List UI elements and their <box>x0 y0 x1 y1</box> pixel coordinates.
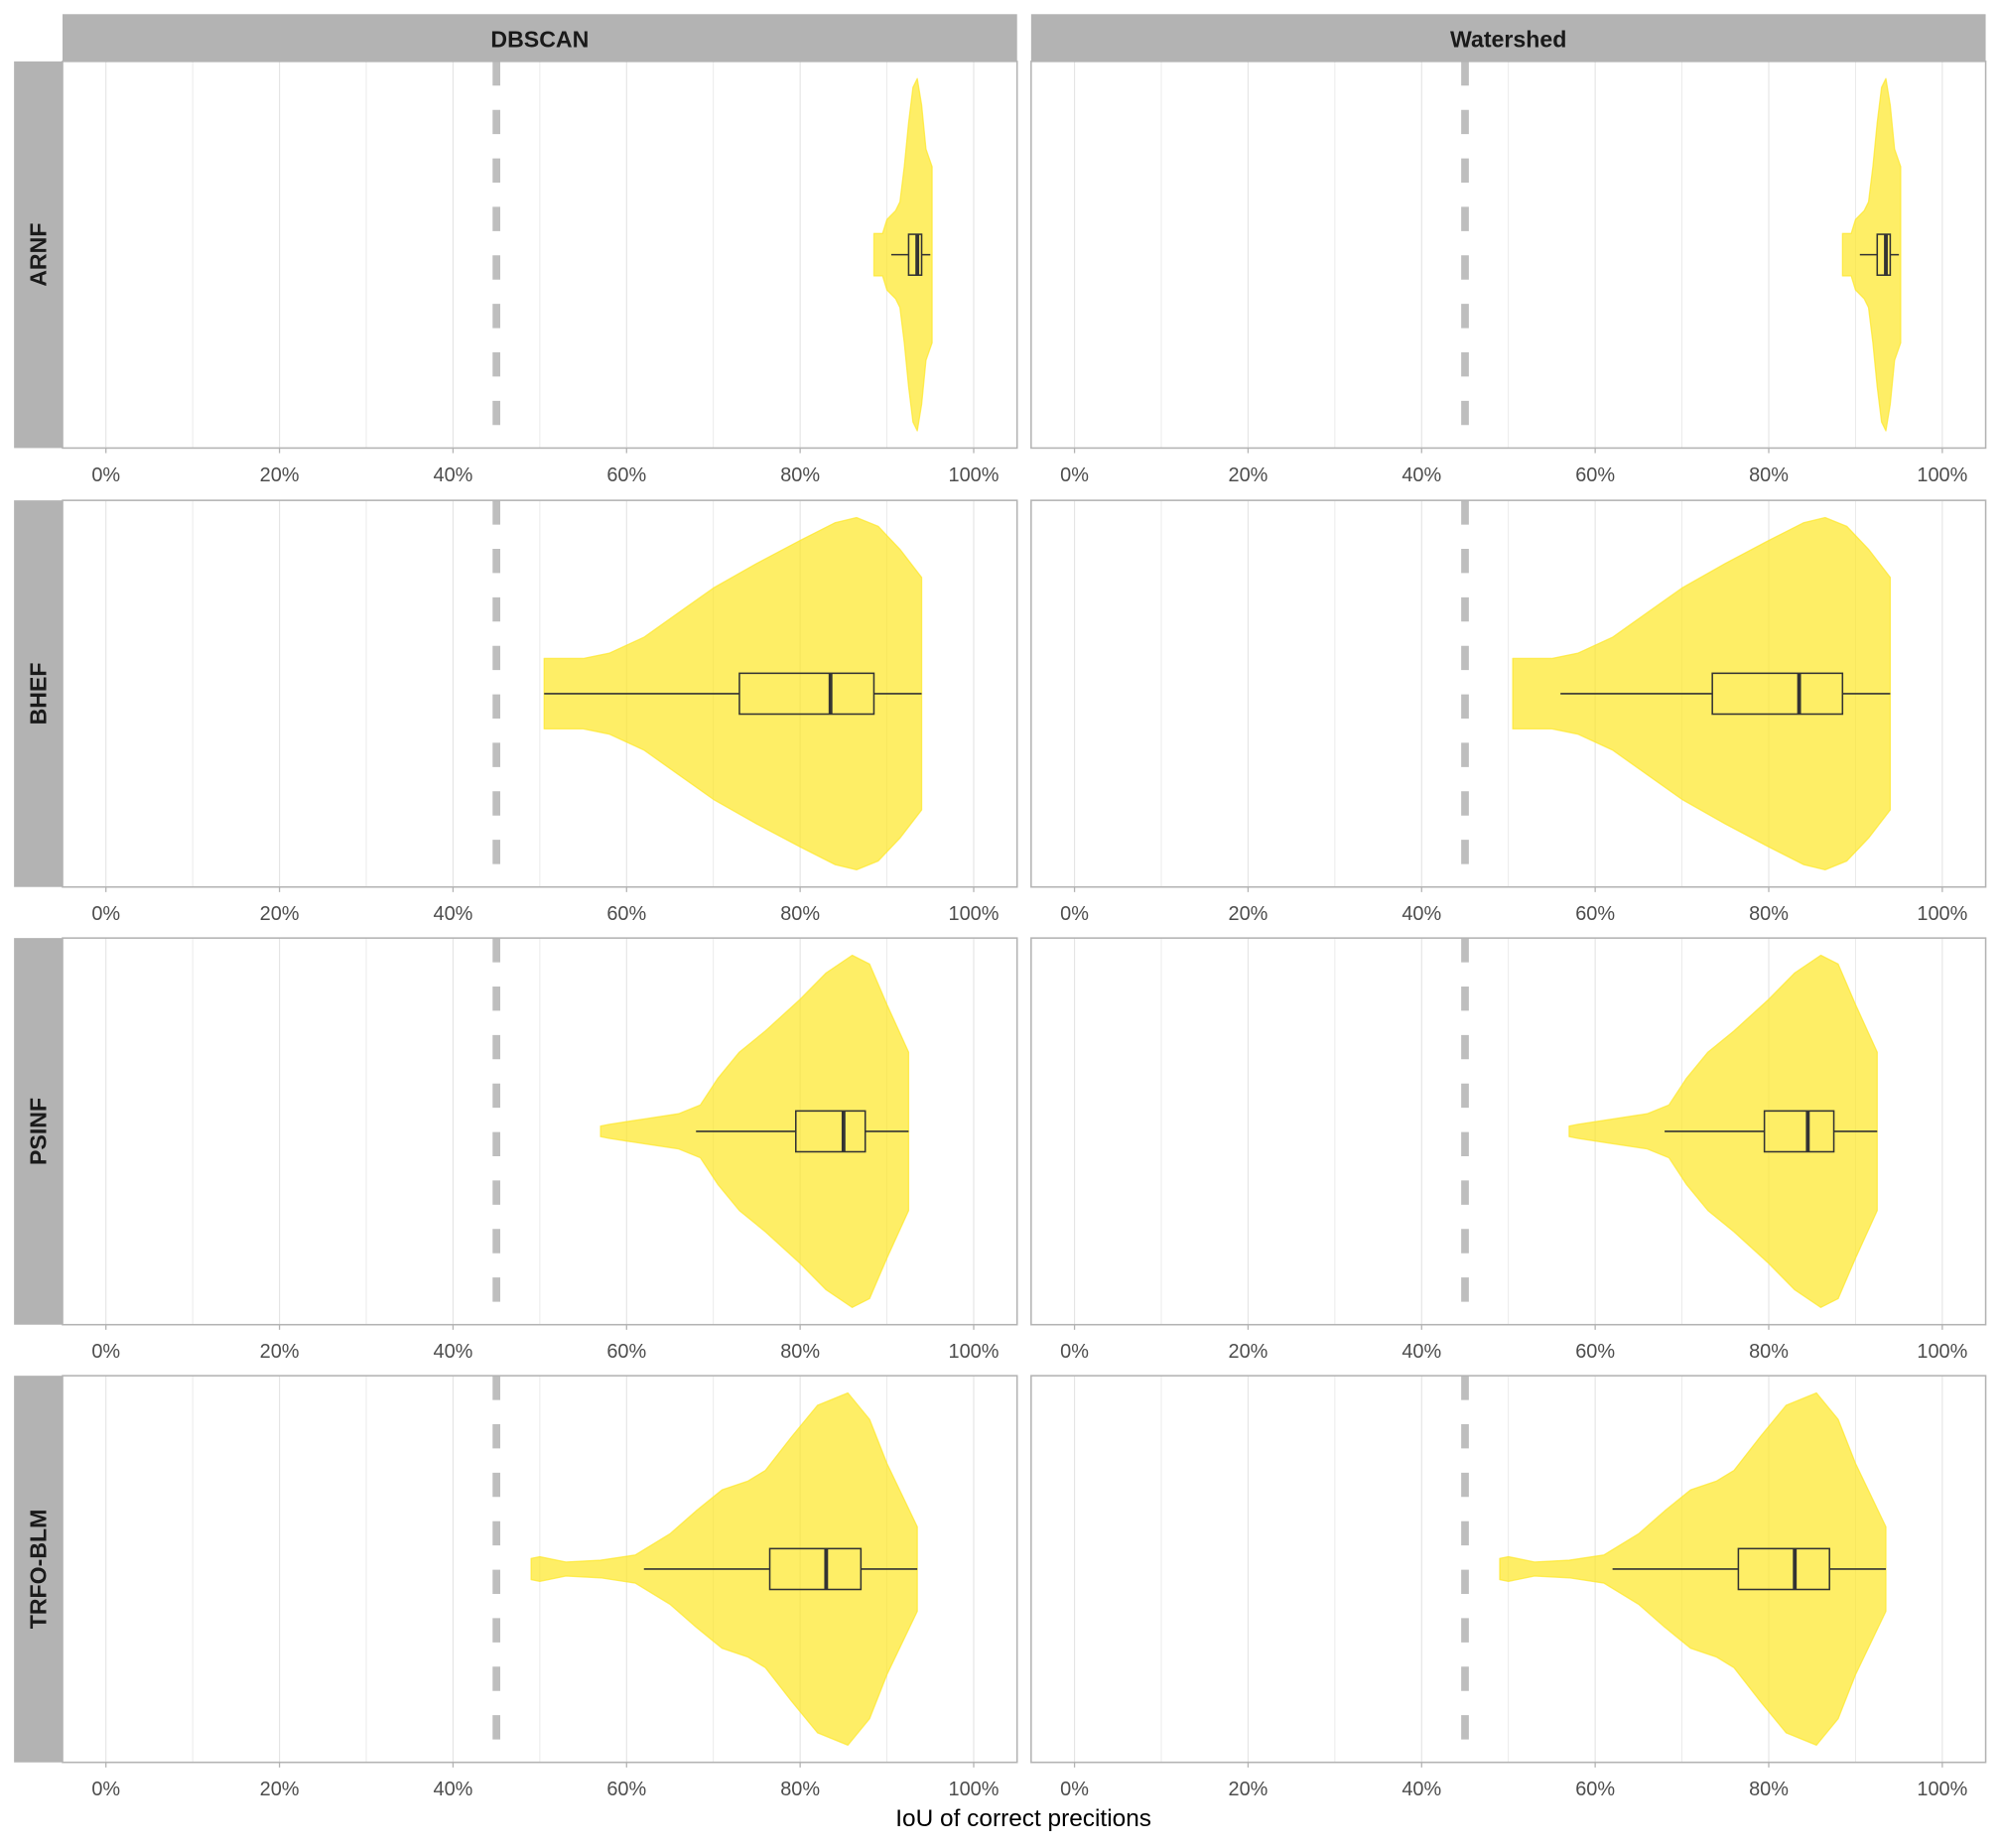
x-tick-label: 0% <box>91 903 120 925</box>
x-tick-label: 60% <box>606 903 646 925</box>
x-tick-label: 80% <box>1749 464 1789 486</box>
x-tick-label: 40% <box>434 903 473 925</box>
column-strip-label: Watershed <box>1450 27 1566 53</box>
row-strip <box>14 500 64 887</box>
x-tick-label: 100% <box>1917 1341 1967 1363</box>
x-tick-label: 60% <box>606 1341 646 1363</box>
x-tick-label: 80% <box>780 1341 820 1363</box>
panel-psinf-dbscan: 0% 20% 40% 60% 80% 100% <box>62 937 1018 1363</box>
x-tick-label: 40% <box>434 1779 473 1800</box>
iqr-box <box>1763 1110 1835 1153</box>
iqr-box <box>1876 233 1892 276</box>
x-tick-label: 40% <box>1401 464 1441 486</box>
x-tick-label: 100% <box>949 1341 1000 1363</box>
panel-arnf-watershed: 0% 20% 40% 60% 80% 100% <box>1030 61 1987 486</box>
x-tick-label: 80% <box>780 464 820 486</box>
panel-border <box>62 61 1018 450</box>
x-tick-label: 60% <box>1575 464 1615 486</box>
x-tick-label: 0% <box>1060 1779 1089 1800</box>
x-tick-label: 80% <box>1749 903 1789 925</box>
x-tick-label: 0% <box>1060 1341 1089 1363</box>
panel-border <box>1030 1375 1987 1764</box>
x-tick-label: 20% <box>1229 1341 1268 1363</box>
row-strip <box>14 938 64 1325</box>
x-tick-label: 0% <box>91 1341 120 1363</box>
x-tick-label: 0% <box>1060 464 1089 486</box>
row-strip-label: PSINF <box>25 1098 51 1165</box>
iqr-box <box>1737 1547 1830 1591</box>
x-tick-label: 80% <box>780 1779 820 1800</box>
x-tick-label: 100% <box>949 903 1000 925</box>
x-tick-label: 20% <box>1229 903 1268 925</box>
column-strip <box>1030 14 1986 62</box>
x-tick-label: 60% <box>606 1779 646 1800</box>
panel-border <box>1030 61 1987 450</box>
panel-bhef-dbscan: 0% 20% 40% 60% 80% 100% <box>62 499 1018 925</box>
x-tick-label: 100% <box>949 1779 1000 1800</box>
panel-border <box>62 937 1018 1326</box>
row-strip-label: TRFO-BLM <box>25 1510 51 1630</box>
x-tick-label: 0% <box>91 1779 120 1800</box>
panel-arnf-dbscan: 0% 20% 40% 60% 80% 100% <box>62 61 1018 486</box>
x-tick-label: 80% <box>1749 1779 1789 1800</box>
row-strip <box>14 61 64 449</box>
x-tick-label: 40% <box>1401 1779 1441 1800</box>
column-strip-label: DBSCAN <box>490 27 589 53</box>
panel-border <box>1030 937 1987 1326</box>
panel-bhef-watershed: 0% 20% 40% 60% 80% 100% <box>1030 499 1987 925</box>
row-strip <box>14 1376 64 1763</box>
x-axis-title: IoU of correct precitions <box>895 1805 1151 1832</box>
x-tick-label: 80% <box>780 903 820 925</box>
x-tick-label: 20% <box>260 464 300 486</box>
panel-border <box>62 1375 1018 1764</box>
panel-border <box>62 499 1018 888</box>
x-tick-label: 0% <box>91 464 120 486</box>
x-tick-label: 40% <box>434 1341 473 1363</box>
x-tick-label: 40% <box>1401 903 1441 925</box>
x-tick-label: 100% <box>1917 903 1967 925</box>
x-tick-label: 20% <box>1229 1779 1268 1800</box>
panel-border <box>1030 499 1987 888</box>
row-strip-label: ARNF <box>25 223 51 287</box>
iqr-box <box>907 233 923 276</box>
iqr-box <box>794 1110 867 1153</box>
row-strip-label: BHEF <box>25 662 51 725</box>
panel-trfo-blm-dbscan: 0% 20% 40% 60% 80% 100% <box>62 1375 1018 1800</box>
x-tick-label: 60% <box>1575 1341 1615 1363</box>
x-tick-label: 20% <box>1229 464 1268 486</box>
iqr-box <box>768 1547 863 1591</box>
x-tick-label: 20% <box>260 1341 300 1363</box>
x-tick-label: 40% <box>1401 1341 1441 1363</box>
x-tick-label: 100% <box>1917 464 1967 486</box>
iqr-box <box>1711 672 1844 716</box>
x-tick-label: 20% <box>260 903 300 925</box>
x-tick-label: 80% <box>1749 1341 1789 1363</box>
panel-psinf-watershed: 0% 20% 40% 60% 80% 100% <box>1030 937 1987 1363</box>
x-tick-label: 60% <box>1575 1779 1615 1800</box>
x-tick-label: 100% <box>949 464 1000 486</box>
iqr-box <box>738 672 875 716</box>
x-tick-label: 60% <box>1575 903 1615 925</box>
panel-trfo-blm-watershed: 0% 20% 40% 60% 80% 100% <box>1030 1375 1987 1800</box>
x-tick-label: 100% <box>1917 1779 1967 1800</box>
x-tick-label: 40% <box>434 464 473 486</box>
x-tick-label: 60% <box>606 464 646 486</box>
column-strip <box>63 14 1017 62</box>
x-tick-label: 20% <box>260 1779 300 1800</box>
x-tick-label: 0% <box>1060 903 1089 925</box>
